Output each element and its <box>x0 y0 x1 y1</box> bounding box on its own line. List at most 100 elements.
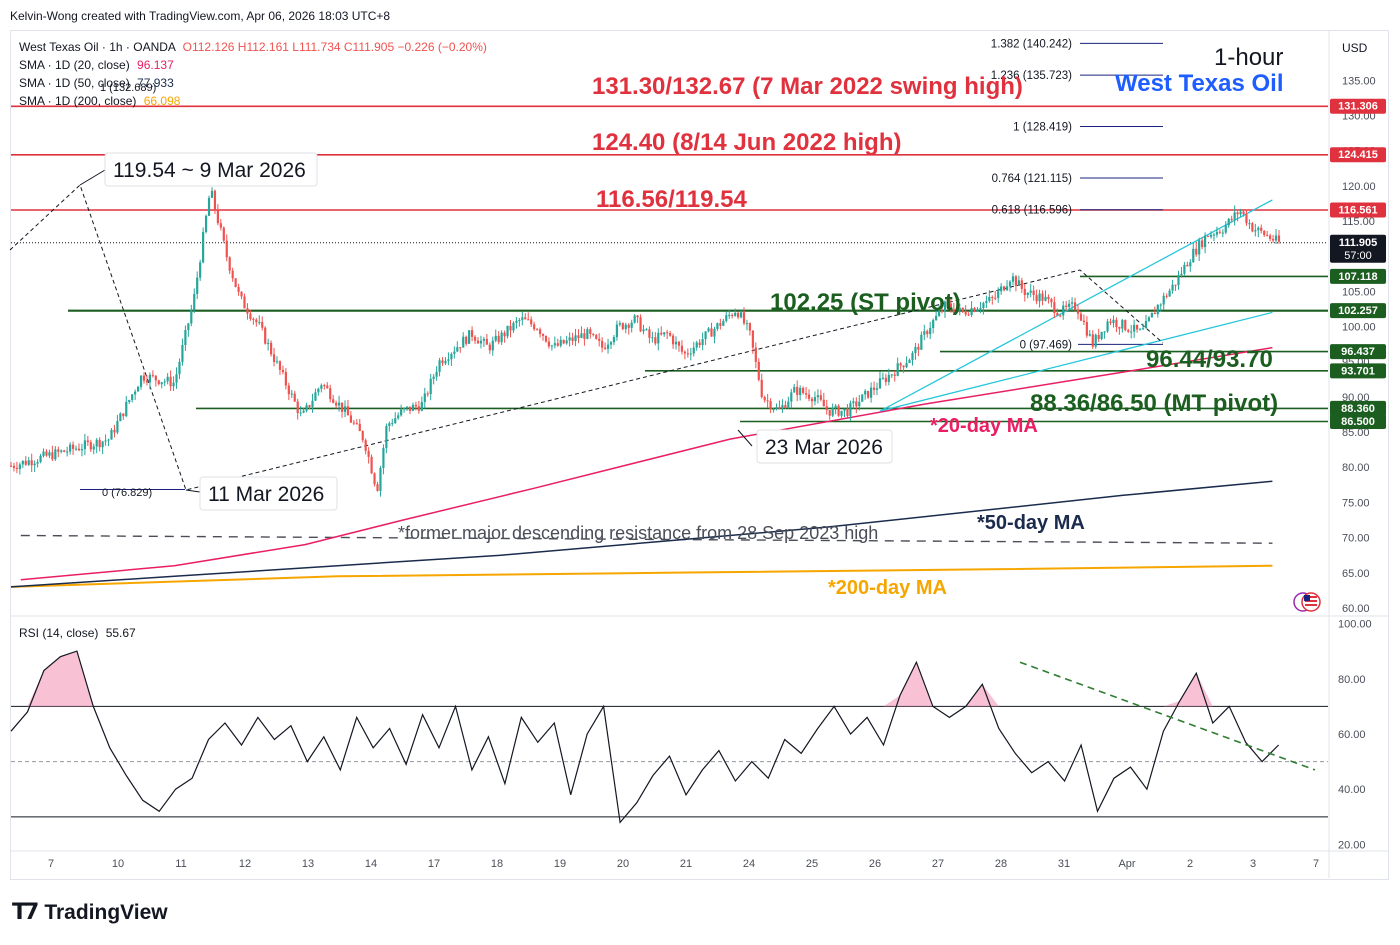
candle-body <box>666 332 669 334</box>
candle-body <box>74 448 78 450</box>
candle-body <box>940 310 944 312</box>
candle-body <box>1000 286 1003 292</box>
candle-body <box>1053 302 1056 314</box>
candle-body <box>725 315 728 321</box>
legend-rsi-label: RSI (14, close) <box>19 626 99 640</box>
candle-body <box>1162 295 1165 305</box>
candle-body <box>1056 313 1059 316</box>
candle-body <box>1227 218 1230 226</box>
candle-body <box>881 377 885 379</box>
fib-level-label: 0.764 (121.115) <box>992 173 1073 185</box>
candle-body <box>651 337 654 339</box>
callout-low-box <box>199 476 338 511</box>
candle-body <box>1141 328 1145 330</box>
flag-icon[interactable] <box>1292 590 1322 614</box>
candle-body <box>326 385 329 389</box>
candle-body <box>24 460 27 465</box>
candle-body <box>142 375 146 381</box>
candle-body <box>1138 329 1142 331</box>
candle-body <box>278 361 282 370</box>
candle-body <box>624 324 627 330</box>
candle-body <box>603 347 607 349</box>
candle-body <box>470 330 474 337</box>
tradingview-logo[interactable]: T7 TradingView <box>12 900 168 925</box>
candle-body <box>352 422 355 424</box>
candle-body <box>506 325 509 337</box>
chart-frame <box>10 30 1389 880</box>
fib-left-label: 0 (76.829) <box>102 487 152 499</box>
candle-body <box>1239 211 1242 215</box>
candle-body <box>243 296 246 309</box>
candle-body <box>42 451 45 456</box>
legend-rsi[interactable]: RSI (14, close) 55.67 <box>19 624 136 642</box>
candle-body <box>473 336 477 341</box>
candle-body <box>346 406 350 416</box>
candle-body <box>807 394 811 399</box>
candle-body <box>255 319 258 323</box>
callout-low: 11 Mar 2026 <box>208 483 324 506</box>
candle-body <box>822 399 825 407</box>
candle-body <box>267 342 270 344</box>
tradingview-logo-text: TradingView <box>44 900 168 924</box>
candle-body <box>1260 227 1263 231</box>
candle-body <box>1082 320 1086 323</box>
legend-sma200[interactable]: SMA · 1D (200, close) 66.098 <box>19 92 180 110</box>
candle-body <box>606 344 610 349</box>
candle-body <box>837 405 840 416</box>
candle-body <box>757 361 760 380</box>
candle-body <box>423 393 426 402</box>
rsi-overbought-fill <box>11 651 1279 707</box>
candle-body <box>361 431 364 441</box>
candle-body <box>751 330 754 348</box>
candle-body <box>36 462 39 464</box>
candle-body <box>465 336 468 344</box>
candle-body <box>955 310 958 314</box>
candle-body <box>994 297 997 299</box>
candle-body <box>633 315 636 323</box>
candle-body <box>544 335 548 342</box>
candle-body <box>1088 334 1091 336</box>
candle-body <box>926 331 929 335</box>
candle-body <box>1201 240 1204 248</box>
time-axis-tick: 3 <box>1250 858 1256 870</box>
candle-body <box>1094 334 1097 347</box>
candle-body <box>929 328 932 335</box>
candle-body <box>479 340 483 344</box>
candle-body <box>979 308 982 310</box>
price-badge-label: 111.905 <box>1339 237 1378 249</box>
candle-body <box>417 406 420 411</box>
candle-body <box>222 227 225 241</box>
candle-body <box>494 335 497 341</box>
candle-body <box>1050 299 1053 303</box>
candle-body <box>355 423 358 425</box>
candle-body <box>1221 232 1224 234</box>
candle-body <box>595 334 598 339</box>
candle-body <box>601 340 604 348</box>
candle-body <box>157 380 160 385</box>
candle-body <box>905 363 908 368</box>
legend-sma20[interactable]: SMA · 1D (20, close) 96.137 <box>19 56 174 74</box>
candle-body <box>707 328 710 332</box>
callout-low-2: 23 Mar 2026 <box>765 436 883 459</box>
legend-sma50[interactable]: SMA · 1D (50, close) 77.933 <box>19 74 174 92</box>
annotation-ma20: *20-day MA <box>930 415 1038 437</box>
candle-body <box>663 332 666 335</box>
candle-body <box>524 317 527 320</box>
legend-sma50-label: SMA · 1D (50, close) <box>19 76 130 90</box>
candle-body <box>598 338 601 341</box>
price-badge-label: 124.415 <box>1338 149 1378 161</box>
annotation-ma50: *50-day MA <box>977 512 1085 534</box>
time-axis-tick: Apr <box>1118 858 1135 870</box>
candle-body <box>1242 211 1245 215</box>
candle-body <box>692 347 695 354</box>
rsi-axis-tick: 40.00 <box>1338 784 1366 796</box>
candle-body <box>258 322 261 324</box>
candle-body <box>237 286 240 292</box>
price-axis-tick: 115.00 <box>1342 216 1375 228</box>
candle-body <box>592 333 595 335</box>
candle-body <box>1124 319 1127 331</box>
candle-body <box>1118 327 1121 329</box>
candle-body <box>872 387 876 390</box>
candle-body <box>1236 212 1239 215</box>
